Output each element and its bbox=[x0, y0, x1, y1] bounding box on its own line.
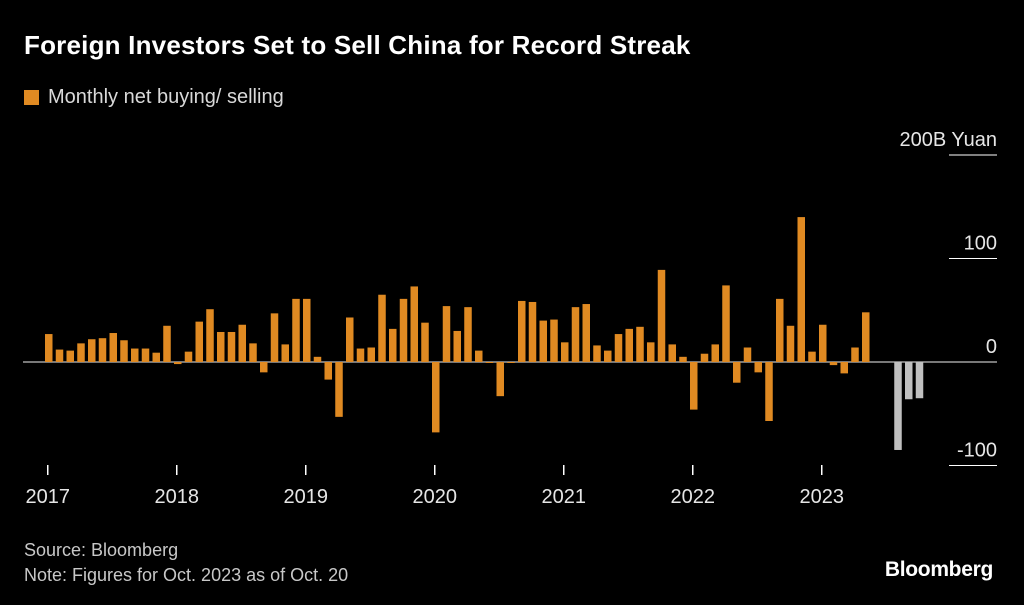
bar bbox=[636, 326, 644, 362]
bar bbox=[679, 356, 687, 362]
bar-highlight bbox=[905, 362, 913, 400]
bar bbox=[743, 347, 752, 362]
bar bbox=[765, 362, 773, 421]
x-tick-label: 2017 bbox=[26, 486, 71, 508]
bar-highlight bbox=[894, 362, 902, 450]
bar bbox=[604, 350, 612, 362]
bar bbox=[421, 322, 429, 362]
bar bbox=[184, 351, 193, 362]
bar bbox=[690, 362, 698, 410]
bar bbox=[528, 301, 537, 362]
bar bbox=[324, 362, 332, 380]
bar bbox=[249, 343, 257, 362]
chart-title: Foreign Investors Set to Sell China for … bbox=[24, 30, 691, 60]
x-tick-label: 2022 bbox=[671, 486, 716, 508]
bar bbox=[442, 306, 451, 362]
bar bbox=[88, 339, 96, 362]
bar bbox=[797, 217, 805, 362]
bar bbox=[647, 342, 655, 362]
bar bbox=[786, 325, 795, 362]
bar bbox=[120, 340, 128, 362]
bar bbox=[571, 307, 580, 362]
bar bbox=[518, 300, 526, 362]
bar bbox=[45, 334, 53, 362]
bar bbox=[507, 362, 515, 363]
bar bbox=[281, 344, 289, 362]
legend-label: Monthly net buying/ selling bbox=[48, 86, 284, 108]
data-note: Note: Figures for Oct. 2023 as of Oct. 2… bbox=[24, 565, 349, 585]
bar bbox=[829, 362, 838, 366]
bar bbox=[313, 356, 322, 362]
x-tick-label: 2023 bbox=[800, 486, 845, 508]
bar bbox=[840, 362, 848, 374]
bar-highlight bbox=[915, 362, 924, 399]
bar bbox=[77, 343, 85, 362]
bar bbox=[98, 338, 107, 362]
bar bbox=[260, 362, 268, 373]
y-tick-label: 100 bbox=[964, 233, 997, 255]
bar bbox=[356, 348, 365, 362]
x-tick-label: 2019 bbox=[284, 486, 329, 508]
bar bbox=[700, 353, 709, 362]
bar bbox=[195, 321, 203, 362]
legend-swatch bbox=[24, 90, 39, 105]
bar bbox=[270, 313, 279, 362]
bar bbox=[668, 344, 676, 362]
bar bbox=[378, 294, 386, 362]
x-tick-label: 2020 bbox=[413, 486, 458, 508]
bar bbox=[367, 347, 375, 362]
bar bbox=[206, 309, 214, 362]
bar bbox=[346, 317, 354, 362]
bar bbox=[614, 334, 623, 362]
bar bbox=[539, 320, 547, 362]
y-tick-label: 200B Yuan bbox=[899, 129, 997, 151]
bar bbox=[496, 362, 504, 397]
bar bbox=[550, 319, 558, 362]
bar bbox=[593, 345, 601, 362]
x-tick-label: 2021 bbox=[542, 486, 587, 508]
bar bbox=[227, 331, 236, 362]
bar bbox=[217, 331, 225, 362]
bar bbox=[389, 328, 397, 362]
bar bbox=[851, 347, 859, 362]
bar bbox=[711, 344, 719, 362]
bar bbox=[485, 362, 494, 363]
x-tick-label: 2018 bbox=[155, 486, 200, 508]
legend: Monthly net buying/ selling bbox=[24, 86, 284, 109]
bar bbox=[109, 333, 117, 362]
bar bbox=[152, 352, 160, 362]
bar bbox=[432, 362, 440, 433]
bar bbox=[657, 269, 666, 362]
bar bbox=[464, 307, 472, 362]
bar bbox=[808, 351, 816, 362]
bar bbox=[733, 362, 741, 383]
bar bbox=[862, 312, 870, 362]
y-tick-label: 0 bbox=[986, 336, 997, 358]
bar bbox=[335, 362, 343, 417]
bar bbox=[174, 362, 182, 365]
bar bbox=[399, 298, 408, 362]
y-tick-label: -100 bbox=[957, 440, 997, 462]
bar bbox=[131, 348, 139, 362]
bar bbox=[141, 348, 150, 362]
bar bbox=[582, 304, 590, 362]
bar bbox=[163, 325, 171, 362]
bar bbox=[561, 342, 569, 362]
bar bbox=[625, 328, 633, 362]
bar bbox=[238, 324, 246, 362]
bar bbox=[55, 349, 64, 362]
bar bbox=[453, 330, 461, 362]
source-note: Source: Bloomberg bbox=[24, 540, 179, 560]
bar bbox=[292, 298, 300, 362]
bar bbox=[475, 350, 483, 362]
bar bbox=[754, 362, 762, 373]
bloomberg-logo: Bloomberg bbox=[884, 558, 993, 581]
bar bbox=[722, 285, 730, 362]
bar bbox=[410, 286, 418, 362]
bar bbox=[66, 350, 74, 362]
bar bbox=[776, 298, 784, 362]
bar bbox=[819, 324, 827, 362]
bar bbox=[303, 298, 311, 362]
